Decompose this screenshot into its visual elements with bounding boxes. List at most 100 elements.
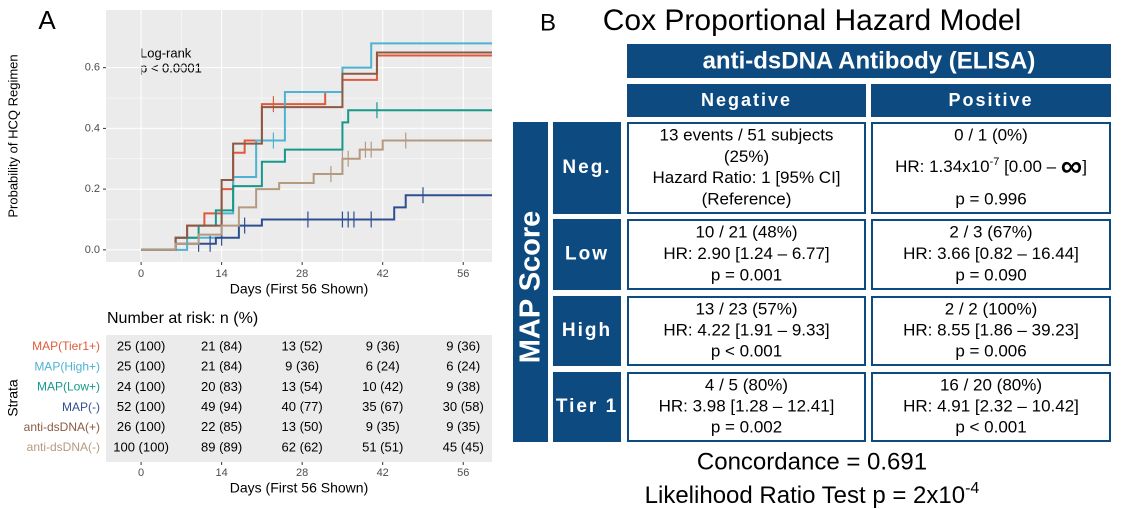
risk-cell: 25 (100) bbox=[117, 359, 165, 374]
risk-cell: 10 (42) bbox=[362, 379, 403, 394]
y-tick-label: 0.4 bbox=[85, 122, 100, 134]
strata-label: MAP(Low+) bbox=[37, 380, 100, 394]
cell-text: p < 0.001 bbox=[955, 417, 1026, 436]
row-header bbox=[553, 296, 621, 366]
x-tick-label: 14 bbox=[216, 268, 228, 280]
cell-text: p = 0.090 bbox=[955, 265, 1026, 284]
x-tick-label: 28 bbox=[296, 268, 308, 280]
x-tick-label: 28 bbox=[296, 467, 308, 479]
panel-label: A bbox=[38, 5, 56, 35]
risk-cell: 51 (51) bbox=[362, 439, 403, 454]
risk-cell: 9 (36) bbox=[446, 338, 480, 353]
cell-text: 4 / 5 (80%) bbox=[705, 375, 788, 394]
likelihood-ratio-test: Likelihood Ratio Test p = 2x10-4 bbox=[645, 480, 980, 509]
risk-cell: 9 (36) bbox=[366, 338, 400, 353]
text-segment: [0.00 – bbox=[999, 157, 1060, 176]
table-cell bbox=[871, 122, 1111, 214]
cell-text: p < 0.001 bbox=[711, 341, 782, 360]
x-tick-label: 56 bbox=[457, 268, 469, 280]
risk-cell: 26 (100) bbox=[117, 419, 165, 434]
risk-cell: 25 (100) bbox=[117, 338, 165, 353]
strata-label: anti-dsDNA(+) bbox=[24, 420, 100, 434]
row-label: Low bbox=[565, 244, 609, 265]
cell-text: 0 / 1 (0%) bbox=[954, 125, 1028, 144]
row-header bbox=[553, 122, 621, 214]
cell-text: p = 0.002 bbox=[711, 417, 782, 436]
table-title: Cox Proportional Hazard Model bbox=[603, 4, 1022, 37]
step-curve bbox=[141, 42, 492, 251]
annotation: Log-rank bbox=[140, 45, 192, 60]
risk-table-y-label: Strata bbox=[5, 379, 21, 417]
risk-cell: 45 (45) bbox=[443, 439, 484, 454]
text-segment: Likelihood Ratio Test p = 2x10 bbox=[645, 482, 965, 509]
risk-cell: 13 (54) bbox=[282, 379, 323, 394]
column-header bbox=[871, 84, 1111, 117]
cell-text: 13 events / 51 subjects bbox=[660, 125, 834, 144]
x-tick-label: 56 bbox=[457, 467, 469, 479]
superscript: -7 bbox=[990, 156, 1000, 168]
plot-layer bbox=[106, 10, 492, 262]
risk-cell: 52 (100) bbox=[117, 399, 165, 414]
cell-text: 2 / 3 (67%) bbox=[949, 222, 1032, 241]
text-segment: ∞ bbox=[1061, 150, 1082, 183]
cell-text: 16 / 20 (80%) bbox=[940, 375, 1042, 394]
risk-cell: 35 (67) bbox=[362, 399, 403, 414]
row-header bbox=[553, 219, 621, 290]
risk-cell: 13 (50) bbox=[282, 419, 323, 434]
y-axis-label: Probability of HCQ Regimen bbox=[5, 54, 20, 217]
step-curve bbox=[141, 109, 492, 251]
strata-label: MAP(High+) bbox=[34, 359, 100, 373]
column-label: Negative bbox=[701, 90, 792, 110]
cell-text: p = 0.001 bbox=[711, 265, 782, 284]
step-curve bbox=[141, 51, 492, 251]
risk-cell: 9 (38) bbox=[446, 379, 480, 394]
cell-text: 10 / 21 (48%) bbox=[695, 222, 797, 241]
risk-cell: 30 (58) bbox=[443, 399, 484, 414]
x-tick-label: 0 bbox=[138, 467, 144, 479]
risk-cell: 9 (35) bbox=[366, 419, 400, 434]
risk-cell: 6 (24) bbox=[366, 359, 400, 374]
row-header bbox=[553, 372, 621, 442]
risk-cell: 89 (89) bbox=[201, 439, 242, 454]
cell-text: (25%) bbox=[724, 147, 769, 166]
column-header bbox=[627, 84, 866, 117]
cell-text: HR: 8.55 [1.86 – 39.23] bbox=[903, 320, 1079, 339]
cell-text: (Reference) bbox=[702, 189, 792, 208]
table-cell bbox=[871, 219, 1111, 290]
y-tick-label: 0.2 bbox=[85, 183, 100, 195]
cell-text: p = 0.996 bbox=[955, 189, 1026, 208]
risk-cell: 24 (100) bbox=[117, 379, 165, 394]
risk-cell: 9 (35) bbox=[446, 419, 480, 434]
cell-text: 13 / 23 (57%) bbox=[695, 299, 797, 318]
table-cell bbox=[627, 219, 866, 290]
column-group-header bbox=[627, 44, 1111, 78]
table-cell bbox=[871, 372, 1111, 442]
cell-text: 2 / 2 (100%) bbox=[945, 299, 1038, 318]
risk-cell: 62 (62) bbox=[282, 439, 323, 454]
text-segment: HR: 1.34x10 bbox=[895, 157, 990, 176]
risk-cell: 40 (77) bbox=[282, 399, 323, 414]
concordance: Concordance = 0.691 bbox=[697, 448, 927, 475]
x-tick-label: 42 bbox=[377, 268, 389, 280]
step-curve bbox=[141, 139, 492, 251]
y-tick-label: 0.6 bbox=[85, 62, 100, 74]
risk-cell: 20 (83) bbox=[201, 379, 242, 394]
table-cell bbox=[871, 296, 1111, 366]
row-label: Tier 1 bbox=[556, 396, 618, 417]
y-tick-label: 0.0 bbox=[85, 244, 100, 256]
risk-cell: 22 (85) bbox=[201, 419, 242, 434]
strata-label: MAP(Tier1+) bbox=[32, 339, 100, 353]
superscript: -4 bbox=[965, 480, 979, 497]
risk-cell: 49 (94) bbox=[201, 399, 242, 414]
risk-cell: 9 (36) bbox=[285, 359, 319, 374]
cell-text: HR: 4.91 [2.32 – 10.42] bbox=[903, 396, 1079, 415]
table-cell bbox=[627, 296, 866, 366]
strata-label: MAP(-) bbox=[62, 400, 100, 414]
risk-cell: 6 (24) bbox=[446, 359, 480, 374]
risk-cell: 100 (100) bbox=[113, 439, 169, 454]
risk-cell: 21 (84) bbox=[201, 338, 242, 353]
cell-text: p = 0.006 bbox=[955, 341, 1026, 360]
risk-cell: 21 (84) bbox=[201, 359, 242, 374]
x-axis-label: Days (First 56 Shown) bbox=[230, 281, 368, 297]
